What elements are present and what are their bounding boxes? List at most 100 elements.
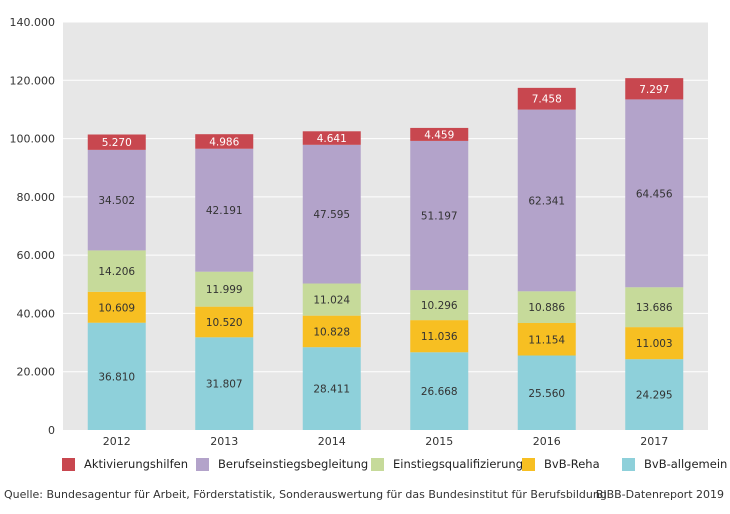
data-label-aktivierungshilfen-2017: 7.297 xyxy=(639,84,669,96)
bar-segment-bvb-reha-2015 xyxy=(410,320,469,353)
bar-segment-aktivierungshilfen-2012 xyxy=(87,134,146,150)
bar-segment-bvb-reha-2017 xyxy=(625,327,684,360)
data-label-bvb-reha-2017: 11.003 xyxy=(636,338,673,350)
bar-segment-aktivierungshilfen-2017 xyxy=(625,78,684,100)
bar-stack-2017: 24.295 11.003 13.686 64.456 7.297 xyxy=(625,78,684,430)
bar-segment-berufseinstiegsbegleitung-2017 xyxy=(625,99,684,288)
x-tick-label: 2012 xyxy=(103,435,131,448)
bar-segment-berufseinstiegsbegleitung-2013 xyxy=(195,148,254,272)
footer: Quelle: Bundesagentur für Arbeit, Förder… xyxy=(0,488,730,502)
data-label-bvb-allgemein-2017: 24.295 xyxy=(636,390,673,402)
x-axis: 2012 2013 2014 2015 2016 2017 xyxy=(103,435,669,448)
bar-segment-bvb-reha-2016 xyxy=(517,323,576,356)
bar-segment-bvb-allgemein-2016 xyxy=(517,355,576,430)
plot-area xyxy=(63,22,708,430)
x-tick-label: 2017 xyxy=(640,435,668,448)
legend-swatch xyxy=(371,457,384,471)
legend-label: BvB-allgemein xyxy=(644,457,728,471)
data-label-berufseinstiegsbegleitung-2015: 51.197 xyxy=(421,211,458,223)
bar-segment-aktivierungshilfen-2016 xyxy=(517,87,576,110)
data-label-bvb-allgemein-2012: 36.810 xyxy=(98,371,135,383)
bar-segment-bvb-allgemein-2015 xyxy=(410,352,469,430)
y-tick-label: 100.000 xyxy=(10,133,56,146)
y-tick-label: 40.000 xyxy=(17,307,56,320)
data-label-berufseinstiegsbegleitung-2012: 34.502 xyxy=(98,195,135,207)
data-label-bvb-allgemein-2016: 25.560 xyxy=(528,388,565,400)
legend-item-aktivierungshilfen: Aktivierungshilfen xyxy=(62,456,188,472)
data-label-berufseinstiegsbegleitung-2013: 42.191 xyxy=(206,205,243,217)
legend-label: BvB-Reha xyxy=(544,457,600,471)
data-label-einstiegsqualifizierung-2014: 11.024 xyxy=(313,295,350,307)
y-tick-label: 140.000 xyxy=(10,16,56,29)
data-label-berufseinstiegsbegleitung-2016: 62.341 xyxy=(528,195,565,207)
bar-segment-einstiegsqualifizierung-2012 xyxy=(87,250,146,292)
bar-stack-2015: 26.668 11.036 10.296 51.197 4.459 xyxy=(410,127,469,430)
legend-item-bvb-allgemein: BvB-allgemein xyxy=(622,456,727,472)
bar-segment-bvb-reha-2014 xyxy=(302,315,361,348)
bar-segment-einstiegsqualifizierung-2015 xyxy=(410,290,469,321)
data-label-einstiegsqualifizierung-2016: 10.886 xyxy=(528,302,565,314)
legend-swatch xyxy=(622,457,635,471)
data-label-berufseinstiegsbegleitung-2017: 64.456 xyxy=(636,188,673,200)
legend-item-einstiegsqualifizierung: Einstiegsqualifizierung xyxy=(371,456,523,472)
bar-segment-aktivierungshilfen-2013 xyxy=(195,134,254,149)
legend-swatch xyxy=(522,457,535,471)
bar-segment-bvb-allgemein-2012 xyxy=(87,322,146,430)
x-tick-label: 2016 xyxy=(533,435,561,448)
data-label-aktivierungshilfen-2014: 4.641 xyxy=(317,133,347,145)
bar-segment-einstiegsqualifizierung-2017 xyxy=(625,287,684,328)
bar-segment-einstiegsqualifizierung-2014 xyxy=(302,283,361,316)
bar-segment-bvb-allgemein-2013 xyxy=(195,337,254,430)
data-label-bvb-reha-2014: 10.828 xyxy=(313,326,350,338)
data-label-einstiegsqualifizierung-2013: 11.999 xyxy=(206,284,243,296)
data-label-einstiegsqualifizierung-2012: 14.206 xyxy=(98,266,135,278)
data-label-bvb-reha-2015: 11.036 xyxy=(421,331,458,343)
bar-stack-2016: 25.560 11.154 10.886 62.341 7.458 xyxy=(517,87,576,430)
legend-item-berufseinstiegsbegleitung: Berufseinstiegsbegleitung xyxy=(196,456,368,472)
data-label-bvb-reha-2012: 10.609 xyxy=(98,302,135,314)
data-label-aktivierungshilfen-2013: 4.986 xyxy=(209,136,239,148)
data-label-aktivierungshilfen-2016: 7.458 xyxy=(532,94,562,106)
y-tick-label: 20.000 xyxy=(17,366,56,379)
bar-stack-2013: 31.807 10.520 11.999 42.191 4.986 xyxy=(195,134,254,430)
bar-segment-aktivierungshilfen-2015 xyxy=(410,127,469,141)
y-tick-label: 120.000 xyxy=(10,74,56,87)
bar-segment-einstiegsqualifizierung-2016 xyxy=(517,291,576,324)
data-label-bvb-allgemein-2015: 26.668 xyxy=(421,386,458,398)
legend-swatch xyxy=(62,457,75,471)
data-label-aktivierungshilfen-2015: 4.459 xyxy=(424,129,454,141)
data-label-einstiegsqualifizierung-2015: 10.296 xyxy=(421,300,458,312)
x-tick-label: 2013 xyxy=(210,435,238,448)
x-tick-label: 2015 xyxy=(425,435,453,448)
bar-segment-berufseinstiegsbegleitung-2012 xyxy=(87,149,146,251)
bar-segment-berufseinstiegsbegleitung-2015 xyxy=(410,140,469,291)
data-label-bvb-reha-2016: 11.154 xyxy=(528,334,565,346)
bar-segment-bvb-allgemein-2017 xyxy=(625,359,684,430)
legend-swatch xyxy=(196,457,209,471)
data-label-aktivierungshilfen-2012: 5.270 xyxy=(102,137,132,149)
bar-segment-bvb-reha-2013 xyxy=(195,306,254,338)
bar-segment-einstiegsqualifizierung-2013 xyxy=(195,271,254,307)
legend-label: Einstiegsqualifizierung xyxy=(393,457,523,471)
bar-stack-2014: 28.411 10.828 11.024 47.595 4.641 xyxy=(302,131,361,430)
bar-segment-bvb-allgemein-2014 xyxy=(302,347,361,430)
legend-label: Berufseinstiegsbegleitung xyxy=(218,457,369,471)
data-label-bvb-allgemein-2013: 31.807 xyxy=(206,379,243,391)
bar-segment-bvb-reha-2012 xyxy=(87,291,146,323)
y-tick-label: 80.000 xyxy=(17,191,56,204)
x-tick-label: 2014 xyxy=(318,435,346,448)
bar-segment-aktivierungshilfen-2014 xyxy=(302,131,361,145)
bar-segment-berufseinstiegsbegleitung-2014 xyxy=(302,144,361,284)
y-tick-label: 60.000 xyxy=(17,249,56,262)
legend-label: Aktivierungshilfen xyxy=(84,457,188,471)
y-tick-label: 0 xyxy=(48,424,55,437)
data-label-bvb-allgemein-2014: 28.411 xyxy=(313,384,350,396)
report-credit: BIBB-Datenreport 2019 xyxy=(595,488,724,501)
data-label-bvb-reha-2013: 10.520 xyxy=(206,317,243,329)
legend-item-bvb-reha: BvB-Reha xyxy=(522,456,600,472)
source-note: Quelle: Bundesagentur für Arbeit, Förder… xyxy=(4,488,607,501)
grid-lines xyxy=(63,21,708,373)
bar-stack-2012: 36.810 10.609 14.206 34.502 5.270 xyxy=(87,134,146,430)
